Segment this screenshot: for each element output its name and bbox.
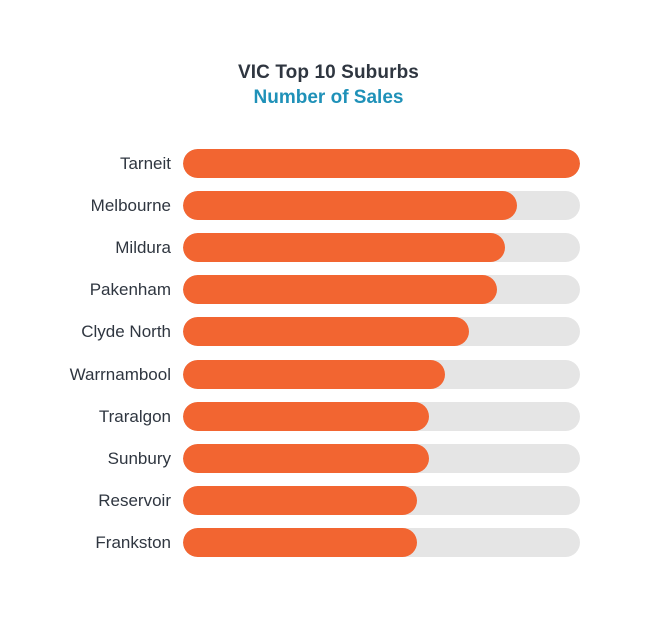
bar bbox=[183, 485, 418, 515]
bar-track bbox=[183, 401, 580, 431]
category-label: Traralgon bbox=[98, 406, 171, 426]
bar bbox=[183, 317, 469, 347]
category-label: Melbourne bbox=[90, 196, 171, 216]
bar-track bbox=[183, 317, 580, 347]
category-label: Reservoir bbox=[98, 490, 171, 510]
category-label: Frankston bbox=[95, 532, 171, 552]
bar-row: Pakenham bbox=[0, 275, 657, 305]
bar-track bbox=[183, 275, 580, 305]
bar-row: Frankston bbox=[0, 527, 657, 557]
bar-row: Melbourne bbox=[0, 191, 657, 221]
chart-title: VIC Top 10 Suburbs bbox=[238, 62, 419, 83]
bar-track bbox=[183, 233, 580, 263]
bar bbox=[183, 443, 430, 473]
bar bbox=[183, 149, 580, 178]
bar bbox=[183, 233, 505, 263]
category-label: Pakenham bbox=[89, 280, 171, 300]
category-label: Warrnambool bbox=[69, 364, 171, 384]
bar-row: Warrnambool bbox=[0, 359, 657, 389]
bar-row: Reservoir bbox=[0, 485, 657, 515]
bar bbox=[183, 275, 497, 305]
bar-row: Traralgon bbox=[0, 401, 657, 431]
bar-track bbox=[183, 485, 580, 515]
bar bbox=[183, 401, 430, 431]
category-label: Tarneit bbox=[119, 154, 171, 173]
chart-subtitle: Number of Sales bbox=[253, 87, 404, 108]
bar-track bbox=[183, 149, 580, 178]
bar-track bbox=[183, 191, 580, 221]
bar-row: Mildura bbox=[0, 233, 657, 263]
bar-track bbox=[183, 359, 580, 389]
bar bbox=[183, 359, 445, 389]
bar bbox=[183, 527, 418, 557]
bar-track bbox=[183, 527, 580, 557]
category-label: Sunbury bbox=[107, 448, 171, 468]
bar-row: Tarneit bbox=[0, 149, 657, 178]
bar-track bbox=[183, 443, 580, 473]
bar bbox=[183, 191, 517, 221]
bar-row: Clyde North bbox=[0, 317, 657, 347]
category-label: Mildura bbox=[115, 238, 171, 258]
category-label: Clyde North bbox=[81, 322, 171, 342]
bar-row: Sunbury bbox=[0, 443, 657, 473]
